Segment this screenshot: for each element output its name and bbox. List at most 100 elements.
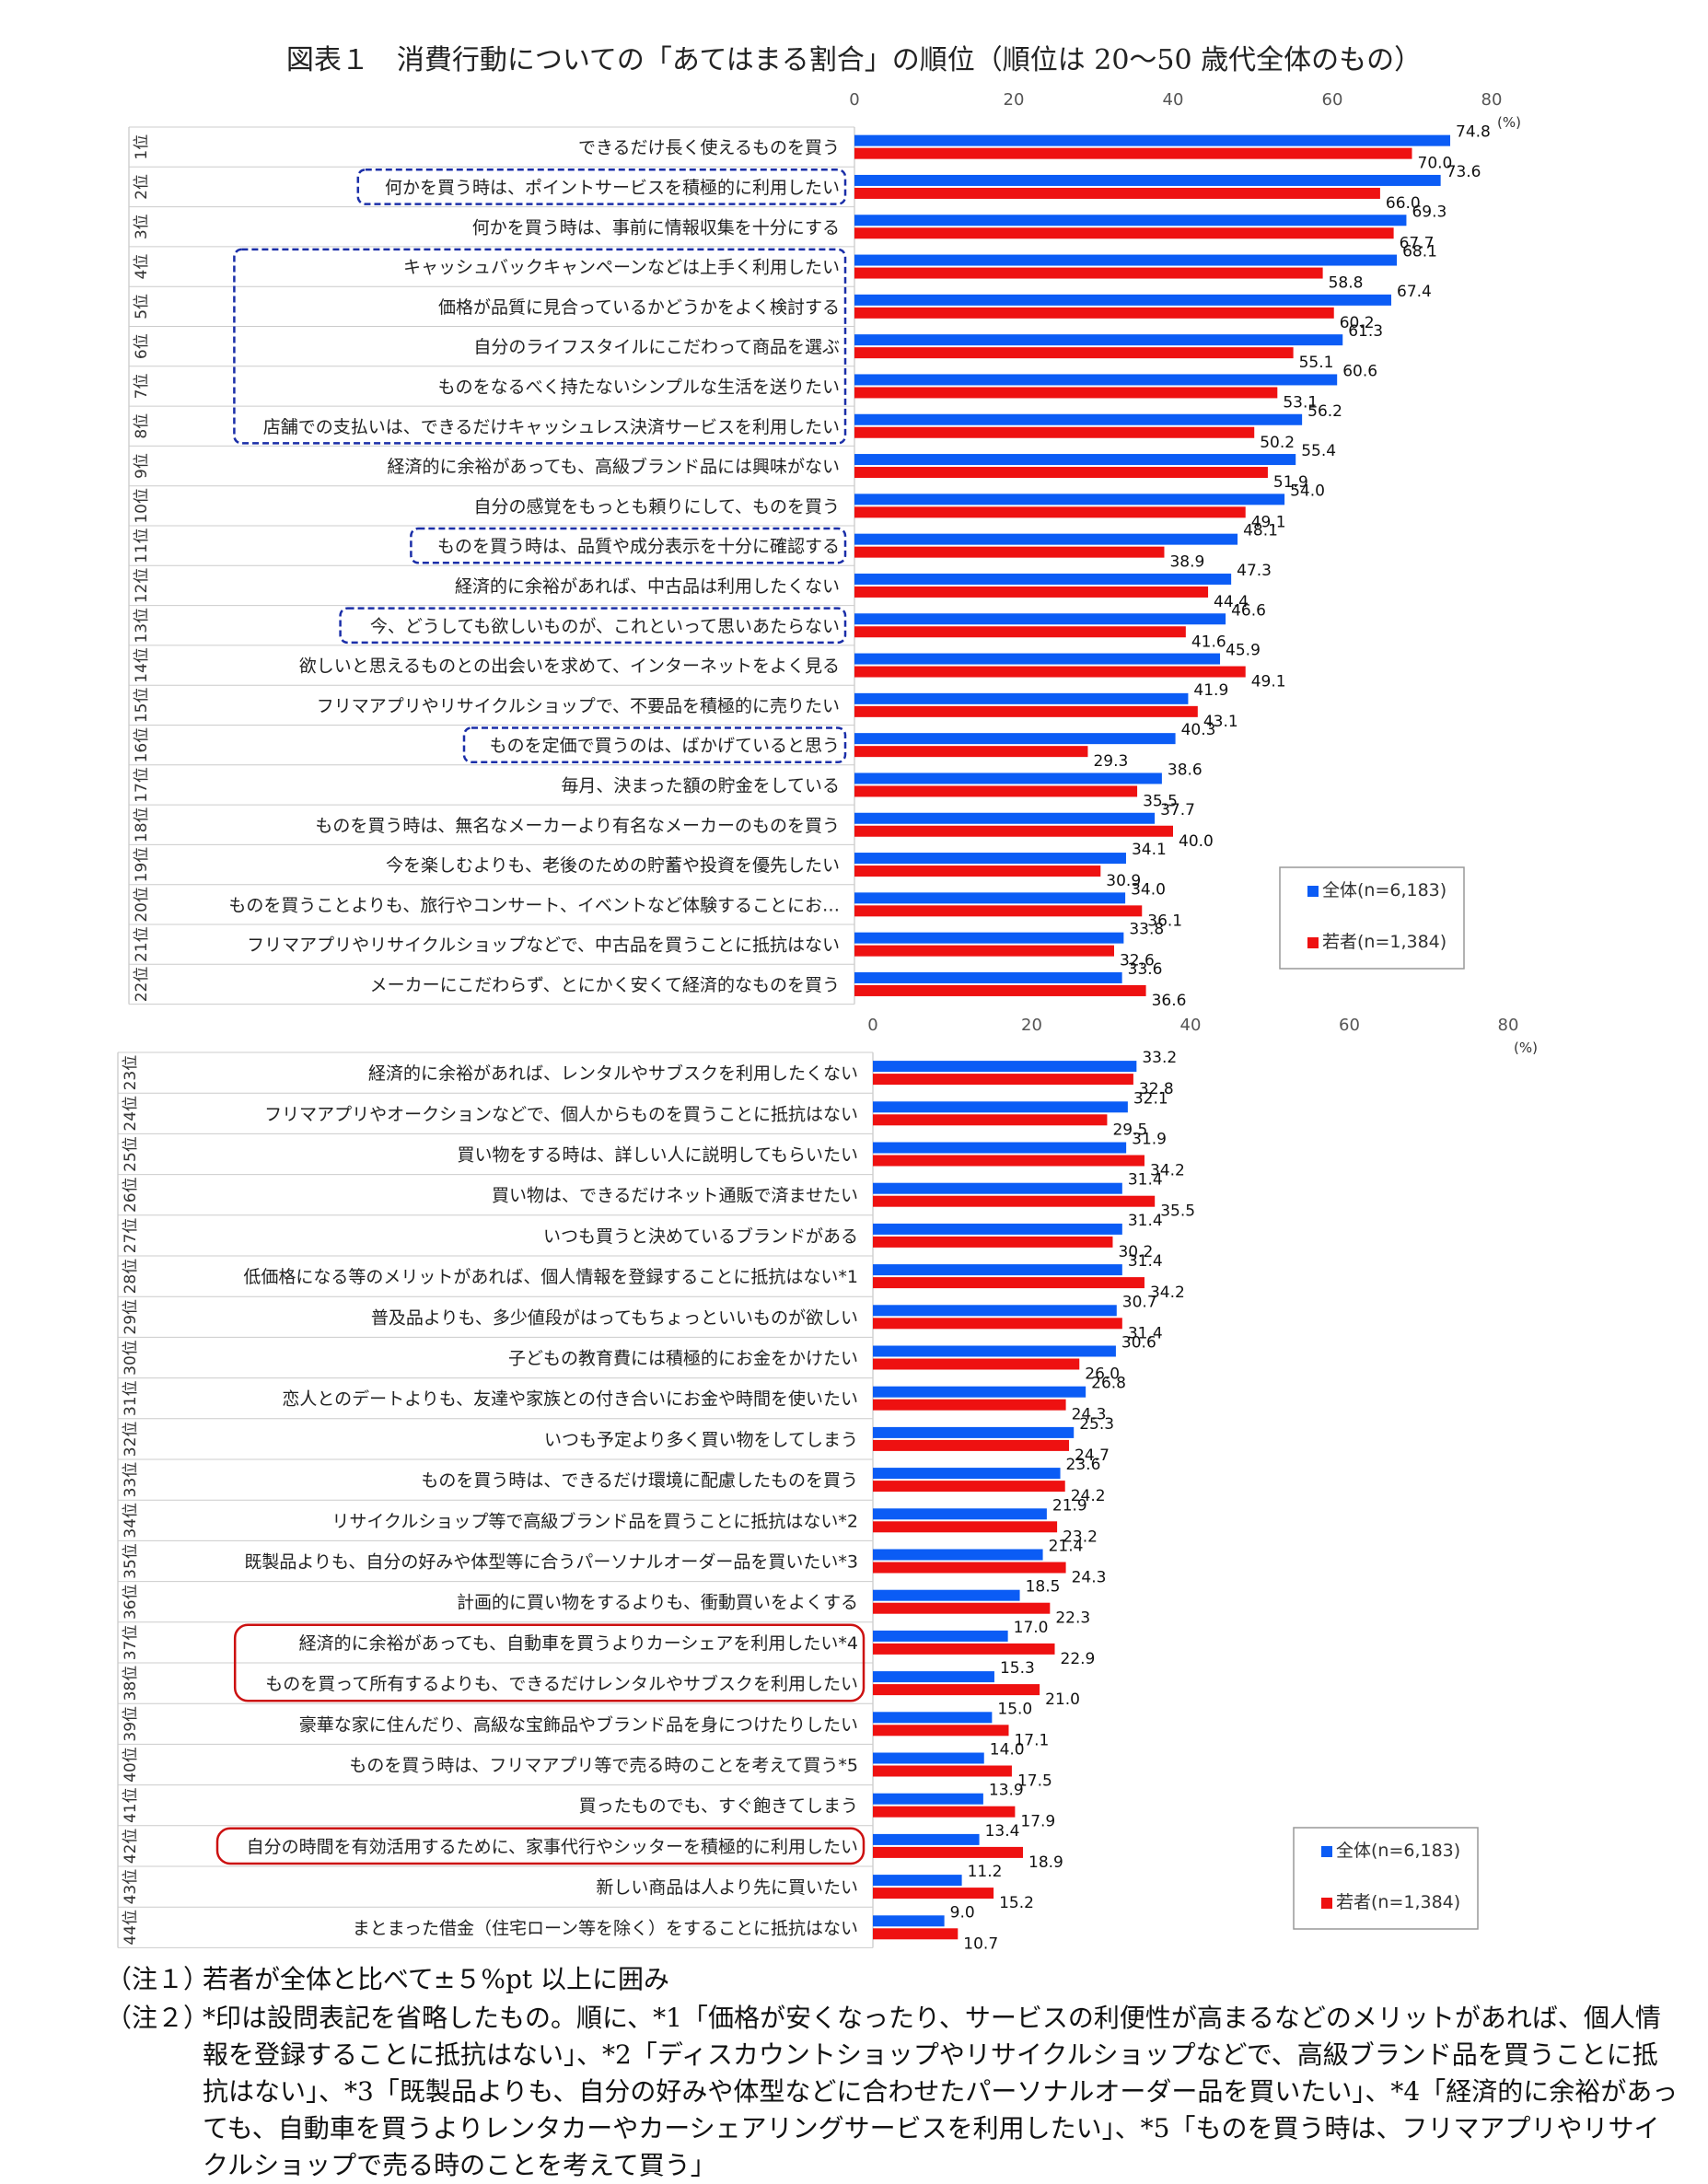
category-label: 経済的に余裕があっても、自動車を買うよりカーシェアを利用したい*4 bbox=[299, 1633, 858, 1654]
data-label-young: 34.2 bbox=[1150, 1284, 1185, 1302]
bar-young bbox=[873, 1806, 1016, 1818]
bar-all bbox=[854, 692, 1189, 704]
data-label-all: 11.2 bbox=[968, 1863, 1003, 1881]
bar-all bbox=[854, 733, 1176, 745]
bar-young bbox=[854, 307, 1334, 319]
bar-all bbox=[873, 1386, 1086, 1398]
category-label: 毎月、決まった額の貯金をしている bbox=[561, 775, 840, 796]
data-label-young: 55.1 bbox=[1299, 354, 1334, 372]
bar-young bbox=[873, 1643, 1055, 1655]
bar-young bbox=[854, 746, 1088, 758]
data-label-young: 50.2 bbox=[1260, 434, 1295, 452]
highlight-box-dashed bbox=[356, 168, 847, 205]
rank-label: 7位 bbox=[133, 374, 151, 400]
category-label: 豪華な家に住んだり、高級な宝飾品やブランド品を身につけたりしたい bbox=[299, 1714, 858, 1735]
data-label-young: 32.6 bbox=[1120, 952, 1155, 970]
data-label-all: 48.1 bbox=[1243, 522, 1278, 540]
legend-label-young: 若者(n=1,384) bbox=[1336, 1892, 1460, 1912]
bar-young bbox=[873, 1888, 994, 1899]
data-label-all: 15.0 bbox=[997, 1700, 1032, 1718]
bar-all bbox=[873, 1875, 962, 1887]
data-label-young: 30.9 bbox=[1106, 872, 1141, 890]
data-label-all: 45.9 bbox=[1226, 642, 1261, 660]
bar-young bbox=[873, 1928, 959, 1940]
data-label-young: 44.4 bbox=[1214, 593, 1249, 611]
rank-label: 6位 bbox=[133, 333, 151, 359]
bar-young bbox=[873, 1277, 1144, 1289]
bar-young bbox=[854, 666, 1246, 678]
legend-label-all: 全体(n=6,183) bbox=[1322, 880, 1447, 900]
bar-all bbox=[854, 454, 1296, 466]
bar-young bbox=[854, 426, 1255, 438]
bar-young bbox=[854, 945, 1114, 957]
data-label-all: 33.8 bbox=[1129, 921, 1164, 939]
legend-swatch-young bbox=[1321, 1898, 1332, 1909]
data-label-young: 36.1 bbox=[1147, 912, 1182, 930]
category-label: リサイクルショップ等で高級ブランド品を買うことに抵抗はない*2 bbox=[331, 1510, 858, 1531]
note-2-text: *印は設問表記を省略したもの。順に、*1「価格が安くなったり、サービスの利便性が… bbox=[203, 2003, 1679, 2180]
data-label-young: 17.5 bbox=[1017, 1772, 1052, 1791]
rank-label: 36位 bbox=[122, 1584, 140, 1620]
bar-all bbox=[854, 134, 1451, 146]
bar-all bbox=[873, 1061, 1137, 1073]
data-label-young: 10.7 bbox=[963, 1934, 998, 1953]
rank-label: 14位 bbox=[133, 647, 151, 683]
category-label: 欲しいと思えるものとの出会いを求めて、インターネットをよく見る bbox=[299, 656, 840, 677]
bar-all bbox=[854, 773, 1162, 784]
note-1-label: （注１） bbox=[106, 1964, 210, 1994]
bar-all bbox=[873, 1752, 984, 1764]
data-label-all: 55.4 bbox=[1301, 442, 1336, 460]
bar-young bbox=[873, 1358, 1080, 1370]
category-label: 今を楽しむよりも、老後のための貯蓄や投資を優先したい bbox=[386, 855, 840, 876]
category-label: 今、どうしても欲しいものが、これといって思いあたらない bbox=[370, 616, 840, 636]
data-label-young: 29.5 bbox=[1112, 1121, 1147, 1139]
data-label-young: 53.1 bbox=[1283, 393, 1318, 412]
x-tick-label: 20 bbox=[1004, 90, 1025, 110]
rank-label: 41位 bbox=[122, 1787, 140, 1823]
rank-label: 4位 bbox=[133, 254, 151, 280]
bar-all bbox=[873, 1833, 980, 1845]
rank-label: 2位 bbox=[133, 174, 151, 200]
data-label-all: 33.6 bbox=[1128, 960, 1163, 979]
category-label: ものを買う時は、無名なメーカーより有名なメーカーのものを買う bbox=[315, 816, 840, 836]
rank-label: 21位 bbox=[133, 926, 151, 962]
rank-label: 24位 bbox=[122, 1096, 140, 1132]
bar-all bbox=[873, 1426, 1075, 1438]
bar-young bbox=[854, 387, 1278, 399]
data-label-young: 49.1 bbox=[1251, 513, 1286, 531]
category-label: ものを買う時は、できるだけ環境に配慮したものを買う bbox=[421, 1470, 858, 1491]
x-tick-label: 40 bbox=[1163, 90, 1184, 110]
data-label-all: 31.4 bbox=[1128, 1171, 1163, 1190]
bar-all bbox=[873, 1549, 1043, 1561]
category-label: フリマアプリやオークションなどで、個人からものを買うことに抵抗はない bbox=[264, 1104, 858, 1124]
rank-label: 43位 bbox=[122, 1869, 140, 1905]
category-label: 何かを買う時は、事前に情報収集を十分にする bbox=[472, 217, 840, 238]
category-label: 買い物をする時は、詳しい人に説明してもらいたい bbox=[458, 1145, 858, 1166]
category-label: 自分のライフスタイルにこだわって商品を選ぶ bbox=[473, 337, 840, 357]
data-label-young: 24.3 bbox=[1072, 1406, 1107, 1424]
bar-all bbox=[854, 174, 1441, 186]
category-label: いつも買うと決めているブランドがある bbox=[543, 1226, 858, 1247]
bar-young bbox=[854, 506, 1246, 518]
rank-label: 28位 bbox=[122, 1259, 140, 1295]
bar-all bbox=[873, 1671, 994, 1683]
bar-young bbox=[873, 1562, 1066, 1574]
data-label-all: 40.3 bbox=[1181, 721, 1216, 739]
bar-all bbox=[854, 853, 1126, 865]
bar-all bbox=[873, 1142, 1127, 1154]
data-label-young: 15.2 bbox=[999, 1894, 1034, 1912]
bar-young bbox=[873, 1602, 1051, 1614]
data-label-young: 21.0 bbox=[1045, 1690, 1080, 1709]
bar-young bbox=[854, 546, 1165, 558]
data-label-all: 74.8 bbox=[1456, 123, 1491, 142]
bar-young bbox=[873, 1846, 1024, 1858]
legend-box bbox=[1279, 866, 1465, 970]
rank-label: 31位 bbox=[122, 1380, 140, 1416]
note-2-label: （注２） bbox=[106, 2003, 210, 2033]
data-label-all: 21.9 bbox=[1052, 1496, 1087, 1515]
bar-young bbox=[873, 1399, 1066, 1411]
bar-all bbox=[854, 653, 1221, 665]
x-tick-label: 60 bbox=[1322, 90, 1343, 110]
bar-young bbox=[873, 1439, 1070, 1451]
bar-all bbox=[854, 892, 1126, 904]
